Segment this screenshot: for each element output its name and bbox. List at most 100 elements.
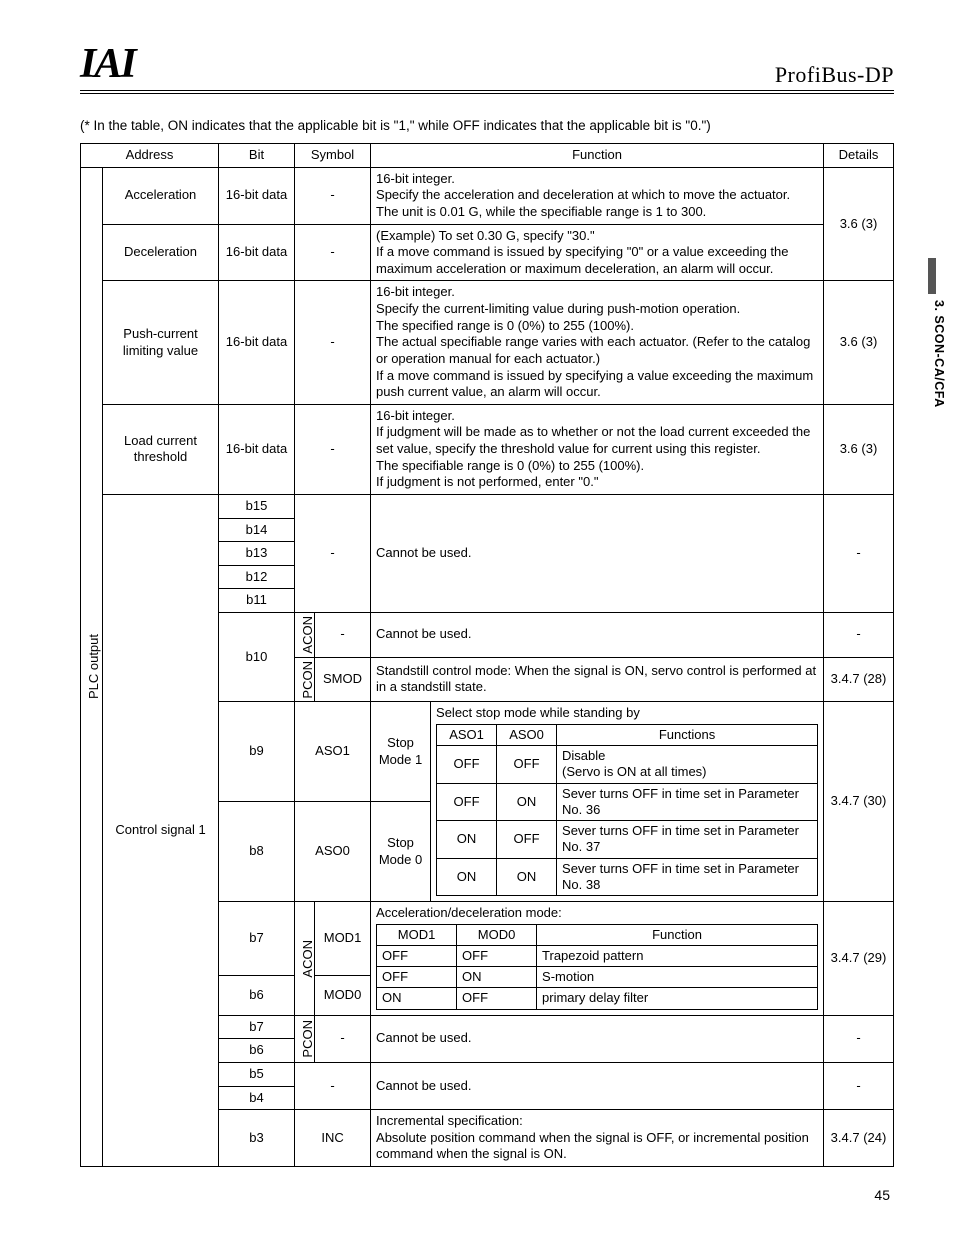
- bit-b7a: b7: [219, 902, 295, 976]
- side-tab: 3. SCON-CA/CFA: [928, 230, 954, 420]
- logo: IAI: [80, 40, 135, 88]
- sym-inc: INC: [295, 1110, 371, 1167]
- b76-acon: ACON: [295, 902, 315, 1016]
- mod-function: Acceleration/deceleration mode: MOD1 MOD…: [371, 902, 824, 1016]
- stopmode-table: ASO1 ASO0 Functions OFFOFFDisable (Servo…: [436, 724, 818, 896]
- bit-b14: b14: [219, 518, 295, 542]
- col-function: Function: [371, 144, 824, 168]
- col-address: Address: [81, 144, 219, 168]
- stop-hdr-aso0: ASO0: [497, 724, 557, 745]
- bit-load: 16-bit data: [219, 404, 295, 494]
- stop-hdr-aso1: ASO1: [437, 724, 497, 745]
- bit-b6a: b6: [219, 975, 295, 1015]
- sym-aso1: ASO1: [295, 702, 371, 802]
- det-b15-11: -: [824, 494, 894, 612]
- register-table: Address Bit Symbol Function Details PLC …: [80, 143, 894, 1167]
- bit-b5: b5: [219, 1062, 295, 1086]
- b10-acon-fn: Cannot be used.: [371, 613, 824, 658]
- bit-b7p: b7: [219, 1015, 295, 1039]
- mod-r2-c2: OFF: [457, 988, 537, 1009]
- sym-push: -: [295, 281, 371, 404]
- fn-push: 16-bit integer. Specify the current-limi…: [371, 281, 824, 404]
- fn-b15-11: Cannot be used.: [371, 494, 824, 612]
- fn-decel: (Example) To set 0.30 G, specify "30." I…: [371, 224, 824, 281]
- col-details: Details: [824, 144, 894, 168]
- stop-r0-c1: OFF: [437, 746, 497, 784]
- stopmode-function: Select stop mode while standing by ASO1 …: [431, 702, 824, 902]
- addr-accel: Acceleration: [103, 167, 219, 224]
- mod-r2-c1: ON: [377, 988, 457, 1009]
- sym-b15-11: -: [295, 494, 371, 612]
- bit-push: 16-bit data: [219, 281, 295, 404]
- addr-ctrl: Control signal 1: [103, 494, 219, 1166]
- sym-aso0: ASO0: [295, 802, 371, 902]
- col-symbol: Symbol: [295, 144, 371, 168]
- mod-r0-c3: Trapezoid pattern: [537, 945, 818, 966]
- det-accel: 3.6 (3): [824, 167, 894, 281]
- addr-load: Load current threshold: [103, 404, 219, 494]
- stop-r3-c2: ON: [497, 858, 557, 896]
- stop-hdr-fn: Functions: [557, 724, 818, 745]
- bit-decel: 16-bit data: [219, 224, 295, 281]
- b10-pcon: PCON: [295, 657, 315, 702]
- product-name: ProfiBus-DP: [775, 62, 894, 88]
- mod-hdr-c2: MOD0: [457, 924, 537, 945]
- sym-decel: -: [295, 224, 371, 281]
- bit-b13: b13: [219, 542, 295, 566]
- bit-b6p: b6: [219, 1039, 295, 1063]
- b10-acon-sym: -: [315, 613, 371, 658]
- sym-b54: -: [295, 1062, 371, 1109]
- col-bit: Bit: [219, 144, 295, 168]
- page-header: IAI ProfiBus-DP: [80, 40, 894, 94]
- stop-r1-c3: Sever turns OFF in time set in Parameter…: [557, 783, 818, 821]
- stop-r3-c1: ON: [437, 858, 497, 896]
- row-acceleration: PLC output Acceleration 16-bit data - 16…: [81, 167, 894, 224]
- b76-pcon-det: -: [824, 1015, 894, 1062]
- row-deceleration: Deceleration 16-bit data - (Example) To …: [81, 224, 894, 281]
- sym-mod0: MOD0: [315, 975, 371, 1015]
- bit-b12: b12: [219, 565, 295, 589]
- stop-r3-c3: Sever turns OFF in time set in Parameter…: [557, 858, 818, 896]
- stop-r1-c2: ON: [497, 783, 557, 821]
- b10-acon: ACON: [295, 613, 315, 658]
- bit-b11: b11: [219, 589, 295, 613]
- bit-b3: b3: [219, 1110, 295, 1167]
- stop-r2-c3: Sever turns OFF in time set in Parameter…: [557, 821, 818, 859]
- mod-r2-c3: primary delay filter: [537, 988, 818, 1009]
- mod-r0-c1: OFF: [377, 945, 457, 966]
- mod-r1-c2: ON: [457, 967, 537, 988]
- row-push-current: Push-current limiting value 16-bit data …: [81, 281, 894, 404]
- page-number: 45: [80, 1187, 894, 1203]
- sym-load: -: [295, 404, 371, 494]
- row-load-current: Load current threshold 16-bit data - 16-…: [81, 404, 894, 494]
- bit-b8: b8: [219, 802, 295, 902]
- mod-hdr-c3: Function: [537, 924, 818, 945]
- b10-acon-det: -: [824, 613, 894, 658]
- mod-r1-c1: OFF: [377, 967, 457, 988]
- b10-smod-det: 3.4.7 (28): [824, 657, 894, 702]
- bit-b15: b15: [219, 494, 295, 518]
- addr-push: Push-current limiting value: [103, 281, 219, 404]
- stopmode-intro: Select stop mode while standing by: [436, 705, 818, 722]
- stop-r0-c2: OFF: [497, 746, 557, 784]
- mod-r1-c3: S-motion: [537, 967, 818, 988]
- b76-pcon: PCON: [295, 1015, 315, 1062]
- addr-decel: Deceleration: [103, 224, 219, 281]
- side-tab-label: 3. SCON-CA/CFA: [932, 300, 946, 408]
- stopmode-det: 3.4.7 (30): [824, 702, 894, 902]
- mod-hdr-c1: MOD1: [377, 924, 457, 945]
- table-header-row: Address Bit Symbol Function Details: [81, 144, 894, 168]
- mod-r0-c2: OFF: [457, 945, 537, 966]
- b76-pcon-fn: Cannot be used.: [371, 1015, 824, 1062]
- sym-accel: -: [295, 167, 371, 224]
- group-plc-output: PLC output: [81, 167, 103, 1166]
- b10-smod: SMOD: [315, 657, 371, 702]
- bit-b10: b10: [219, 613, 295, 702]
- det-push: 3.6 (3): [824, 281, 894, 404]
- mod-table: MOD1 MOD0 Function OFFOFFTrapezoid patte…: [376, 924, 818, 1010]
- det-load: 3.6 (3): [824, 404, 894, 494]
- det-inc: 3.4.7 (24): [824, 1110, 894, 1167]
- row-b15: Control signal 1 b15 - Cannot be used. -: [81, 494, 894, 518]
- fn-accel: 16-bit integer. Specify the acceleration…: [371, 167, 824, 224]
- stop-r1-c1: OFF: [437, 783, 497, 821]
